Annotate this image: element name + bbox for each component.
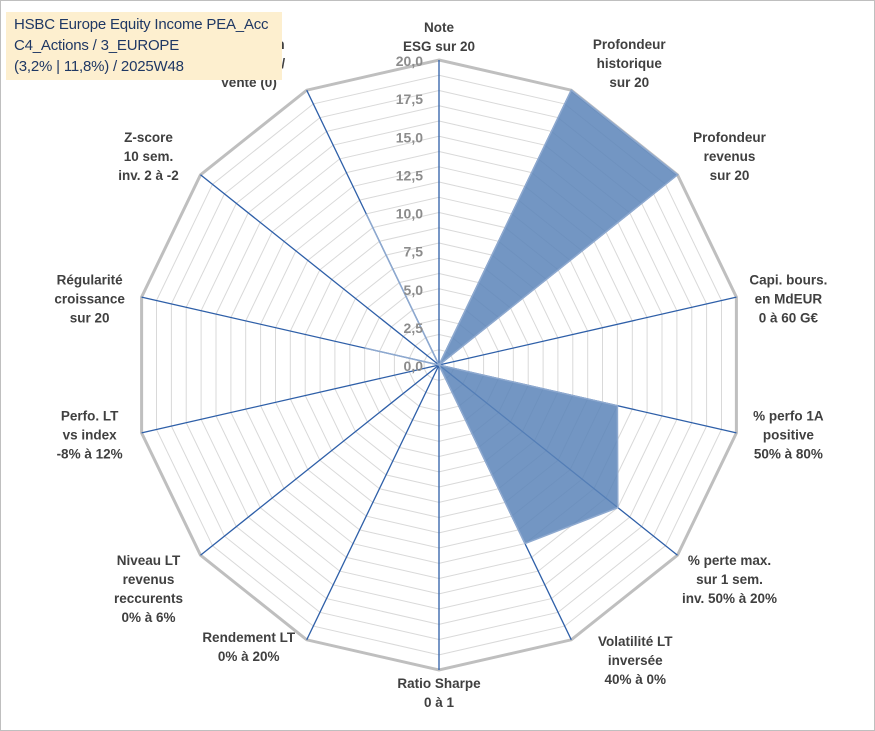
radar-tick-label: 12,5 (396, 167, 423, 183)
radar-axis-label: Ratio Sharpe 0 à 1 (397, 676, 481, 710)
radar-spoke (438, 296, 737, 366)
radar-axis-label: Niveau LT revenus reccurents 0% à 6% (114, 553, 183, 625)
fund-title-line-3: (3,2% | 11,8%) / 2025W48 (14, 58, 184, 75)
radar-axis-label: Régularité croissance sur 20 (54, 273, 125, 326)
fund-title-box: HSBC Europe Equity Income PEA_Acc C4_Act… (6, 12, 282, 80)
radar-series-area (364, 89, 679, 545)
radar-axis-label: % perfo 1A positive 50% à 80% (753, 408, 824, 461)
radar-spoke (200, 174, 440, 366)
radar-axis-label: Perfo. LT vs index -8% à 12% (57, 408, 123, 461)
fund-title-line-2: C4_Actions / 3_EUROPE (14, 37, 180, 54)
radar-spoke (200, 364, 440, 556)
radar-axis-label: Capi. bours. en MdEUR 0 à 60 G€ (749, 273, 827, 326)
radar-axis-label: Volatilité LT inversée 40% à 0% (598, 634, 673, 687)
radar-axis-label: Profondeur revenus sur 20 (693, 130, 766, 183)
radar-tick-label: 15,0 (396, 129, 423, 145)
radar-axis-label: Z-score 10 sem. inv. 2 à -2 (118, 130, 179, 183)
fund-title-line-1: HSBC Europe Equity Income PEA_Acc (14, 16, 269, 33)
radar-tick-label: 0,0 (404, 358, 424, 374)
radar-tick-label: 5,0 (404, 282, 424, 298)
radar-tick-label: 10,0 (396, 206, 423, 222)
radar-tick-labels: 0,0 2,5 5,0 7,5 10,0 12,5 15,0 17,5 20,0 (396, 53, 423, 374)
radar-tick-label: 20,0 (396, 53, 423, 69)
radar-tick-label: 7,5 (404, 244, 424, 260)
radar-axis-label: Profondeur historique sur 20 (593, 37, 666, 90)
radar-axis-label: Rendement LT 0% à 20% (202, 630, 296, 664)
radar-axis-label: Note ESG sur 20 (403, 20, 475, 54)
radar-spoke (141, 364, 440, 434)
radar-spoke (306, 364, 440, 641)
radar-tick-label: 17,5 (396, 91, 423, 107)
radar-axis-label: % perte max. sur 1 sem. inv. 50% à 20% (682, 553, 777, 606)
radar-series (364, 89, 679, 545)
radar-tick-label: 2,5 (404, 320, 424, 336)
